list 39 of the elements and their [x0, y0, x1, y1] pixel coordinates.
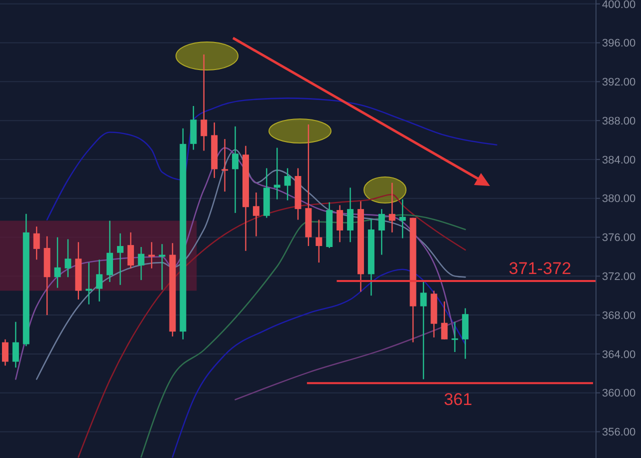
y-tick-label: 400.00: [602, 0, 636, 11]
candlestick: [117, 232, 124, 286]
candlestick: [252, 192, 260, 237]
y-tick-label: 388.00: [602, 115, 636, 128]
y-tick-label: 372.00: [602, 271, 636, 284]
candlestick: [316, 219, 322, 264]
candlestick: [2, 338, 8, 366]
ref-line-label: 361: [444, 390, 472, 410]
y-tick-label: 356.00: [602, 426, 636, 439]
candlestick: [96, 259, 103, 302]
candlestick: [284, 168, 291, 201]
candlestick: [222, 138, 228, 192]
ref-line-label: 371-372: [508, 259, 572, 278]
candlestick: [12, 321, 19, 368]
candlestick: [347, 187, 354, 243]
y-tick-label: 360.00: [602, 388, 636, 400]
candlestick: [127, 232, 134, 269]
candlestick: [420, 281, 427, 380]
y-tick-label: 376.00: [602, 232, 636, 244]
candlestick: [54, 236, 61, 288]
candlestick: [64, 238, 72, 278]
candlestick: [232, 126, 239, 214]
candlestick: [378, 208, 385, 256]
candlestick: [399, 198, 406, 239]
candlestick: [33, 226, 40, 260]
candlestick: [452, 321, 458, 353]
line-series: [46, 98, 498, 220]
candlestick: [200, 54, 208, 152]
candlestick: [138, 246, 144, 281]
candlestick: [336, 204, 344, 243]
candlestick: [441, 300, 448, 340]
candlestick: [388, 182, 396, 234]
y-tick-label: 384.00: [602, 154, 636, 166]
y-tick-label: 396.00: [602, 38, 636, 50]
y-tick-label: 380.00: [602, 193, 636, 206]
candlestick: [106, 220, 114, 283]
y-tick-label: 368.00: [602, 310, 636, 322]
y-tick-label: 364.00: [602, 348, 636, 361]
y-tick-label: 392.00: [602, 76, 636, 89]
